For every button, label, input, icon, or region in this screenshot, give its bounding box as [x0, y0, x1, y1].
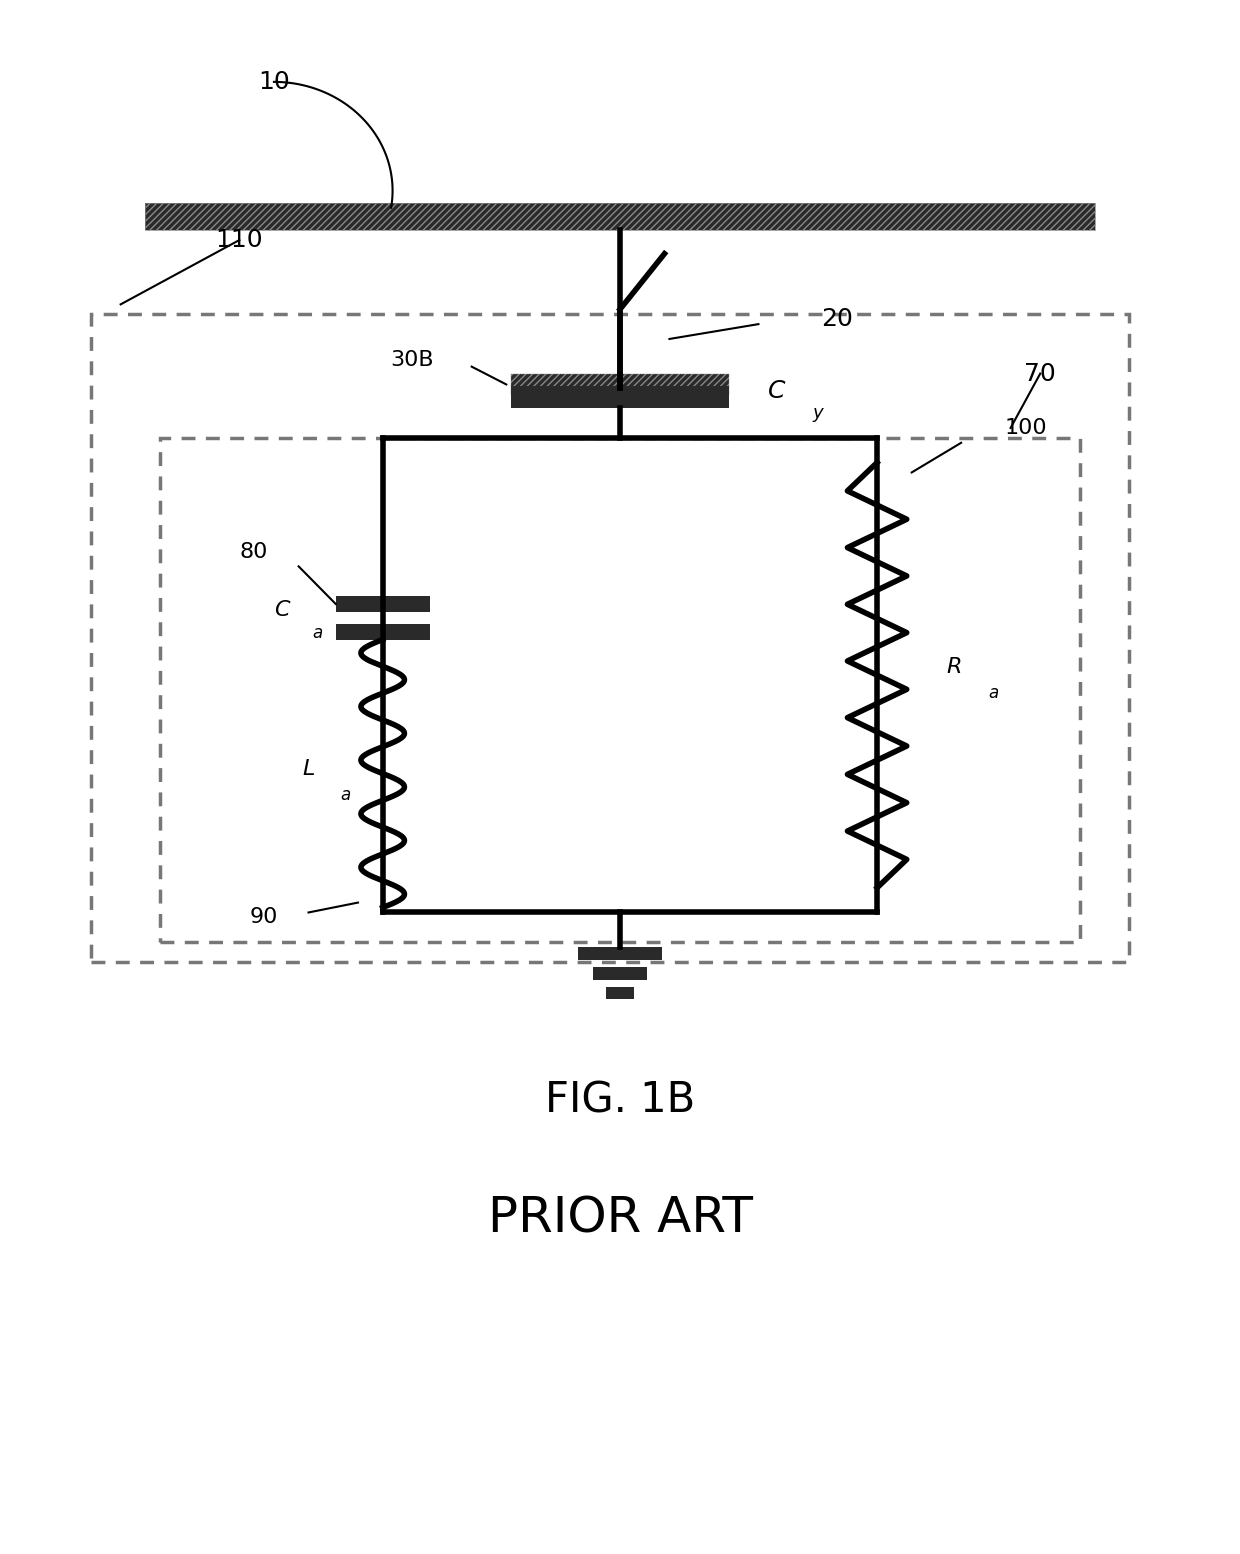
Bar [145, 202, 1095, 230]
Text: a: a [988, 684, 998, 702]
Text: 110: 110 [216, 228, 263, 252]
Bar [606, 987, 634, 999]
Bar [336, 597, 429, 612]
Bar [578, 946, 662, 960]
Text: 10: 10 [258, 70, 290, 93]
Bar [91, 314, 1130, 962]
Text: 70: 70 [1024, 362, 1056, 385]
Text: 90: 90 [249, 908, 278, 928]
Text: C: C [274, 600, 289, 620]
Text: y: y [812, 404, 823, 421]
Bar [593, 967, 647, 979]
Text: R: R [946, 657, 962, 678]
Bar [145, 202, 1095, 230]
Text: 20: 20 [822, 308, 853, 331]
Bar [511, 373, 729, 395]
Text: a: a [312, 623, 324, 642]
Bar [511, 373, 729, 395]
Text: a: a [340, 786, 350, 805]
Bar [511, 387, 729, 409]
Text: PRIOR ART: PRIOR ART [487, 1195, 753, 1243]
Text: 80: 80 [241, 541, 268, 561]
Text: C: C [769, 379, 786, 402]
Text: 30B: 30B [391, 350, 434, 370]
Text: FIG. 1B: FIG. 1B [544, 1080, 696, 1122]
Text: 100: 100 [1004, 418, 1047, 438]
Text: L: L [303, 758, 315, 779]
Bar [160, 438, 1080, 942]
Bar [336, 623, 429, 640]
